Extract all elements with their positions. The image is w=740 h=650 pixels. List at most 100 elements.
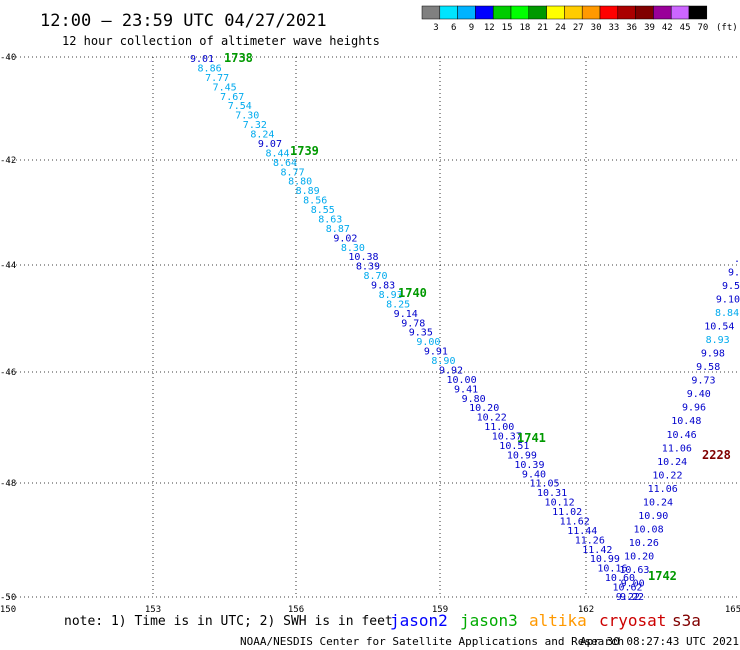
wave-height-value: 9.58 — [696, 362, 720, 373]
wave-height-value: 9.40 — [522, 469, 546, 480]
legend-swatch — [617, 5, 636, 20]
legend-label: 27 — [573, 23, 584, 33]
wave-height-value: 9.40 — [687, 389, 711, 400]
wave-height-value: 9.41 — [454, 384, 478, 395]
wave-height-value: 11.05 — [529, 479, 559, 490]
legend-unit: (ft) — [716, 23, 738, 33]
axis-ticks: -40 -42 -44 -46 -48 -50 150 153 156 159 162 165 — [0, 53, 740, 615]
legend-label: 12 — [484, 23, 495, 33]
wave-height-value: 10.24 — [643, 497, 673, 508]
wave-height-value: 9. — [728, 268, 740, 279]
pass-time-label: 1742 — [648, 569, 677, 583]
wave-height-value: 11.62 — [560, 516, 590, 527]
wave-height-value: 10.62 — [612, 583, 642, 594]
lat-tick-label: -44 — [0, 261, 16, 271]
wave-height-value: 7.30 — [235, 111, 259, 122]
wave-height-value: 10.12 — [545, 498, 575, 509]
wave-height-value: 9.96 — [682, 403, 706, 414]
wave-height-value: 9.5 — [722, 281, 740, 292]
footer-timestamp: Apr 30 08:27:43 UTC 2021 — [580, 635, 739, 648]
wave-height-value: 8.70 — [364, 271, 388, 282]
wave-height-value: . — [734, 254, 740, 265]
wave-height-value: 8.24 — [250, 130, 274, 141]
legend-swatch — [439, 5, 458, 20]
legend-swatch — [670, 5, 690, 20]
legend-label: 9 — [469, 23, 474, 33]
wave-height-value: 8.25 — [386, 299, 410, 310]
lat-lon-grid — [8, 56, 740, 598]
wave-height-value: 9.02 — [333, 233, 357, 244]
legend-label: 15 — [502, 23, 513, 33]
wave-height-value: 11.02 — [552, 507, 582, 518]
wave-height-value: 10.46 — [667, 430, 697, 441]
pass-time-label: 1739 — [290, 144, 319, 158]
wave-height-value: 9.91 — [424, 347, 448, 358]
wave-height-value: 8.90 — [431, 356, 455, 367]
legend-label: 24 — [555, 23, 566, 33]
wave-height-value: 8.77 — [281, 167, 305, 178]
lat-tick-label: -50 — [0, 593, 16, 603]
pass-time-label: 1741 — [517, 431, 546, 445]
wave-height-value: 10.24 — [657, 457, 687, 468]
legend-label: 18 — [519, 23, 530, 33]
wave-height-value: 8.80 — [288, 177, 312, 188]
legend-swatch — [475, 5, 494, 20]
wave-height-value: 9.14 — [394, 309, 418, 320]
wave-height-value: 10.20 — [624, 551, 654, 562]
wave-height-values: 9.018.867.777.457.677.547.307.328.249.07… — [190, 54, 740, 603]
wave-height-value: 8.44 — [265, 148, 289, 159]
wave-height-value: 10.99 — [507, 450, 537, 461]
wave-height-value: 7.77 — [205, 73, 229, 84]
pass-time-label: 1738 — [224, 51, 253, 65]
legend-swatch — [546, 5, 565, 20]
lon-tick-label: 153 — [145, 605, 161, 615]
wave-height-value: 10.22 — [652, 470, 682, 481]
wave-height-value: 10.38 — [348, 252, 378, 263]
pass-time-label: 2228 — [702, 448, 731, 462]
legend-swatch — [581, 5, 601, 20]
legend-swatch — [688, 5, 708, 20]
legend-label: 70 — [697, 23, 708, 33]
lat-tick-label: -46 — [0, 368, 16, 378]
wave-height-value: 10.26 — [629, 538, 659, 549]
legend-label: 45 — [680, 23, 691, 33]
wave-height-value: 7.32 — [243, 120, 267, 131]
chart-subtitle: 12 hour collection of altimeter wave hei… — [62, 34, 380, 48]
wave-height-value: 10.63 — [619, 565, 649, 576]
color-legend: 3 6 9 12 15 18 21 24 27 30 33 36 39 42 45 70 (ft) — [421, 5, 738, 33]
wave-height-value: 7.67 — [220, 92, 244, 103]
wave-height-value: 11.26 — [575, 535, 605, 546]
wave-height-value: 9.00 — [621, 578, 645, 589]
pass-time-label: 1740 — [398, 286, 427, 300]
lon-tick-label: 159 — [432, 605, 448, 615]
wave-height-value: 10.99 — [590, 554, 620, 565]
legend-swatch — [599, 5, 619, 20]
satellite-name: jason2 — [390, 611, 448, 630]
wave-height-value: 9.07 — [258, 139, 282, 150]
lat-tick-label: -48 — [0, 479, 16, 489]
wave-height-value: 11.00 — [484, 422, 514, 433]
legend-label: 30 — [591, 23, 602, 33]
wave-height-value: 10.37 — [492, 432, 522, 443]
legend-swatch — [421, 5, 441, 20]
wave-height-value: 10.31 — [537, 488, 567, 499]
legend-label: 42 — [662, 23, 673, 33]
legend-swatch — [635, 5, 654, 20]
legend-swatch — [510, 5, 530, 20]
satellite-name: cryosat — [599, 611, 666, 630]
wave-height-value: 10.39 — [514, 460, 544, 471]
legend-swatch — [528, 5, 547, 20]
legend-swatch — [564, 5, 583, 20]
wave-height-value: 10.51 — [499, 441, 529, 452]
wave-height-value: 8.89 — [296, 186, 320, 197]
satellite-legend: jason2 jason3 altika cryosat s3a — [390, 611, 701, 630]
wave-height-value: 10.90 — [638, 511, 668, 522]
wave-height-value: 10.22 — [477, 413, 507, 424]
wave-height-value: 10.54 — [704, 322, 734, 333]
wave-height-value: 10.16 — [597, 564, 627, 575]
wave-height-value: 9.00 — [416, 337, 440, 348]
chart-title: 12:00 — 23:59 UTC 04/27/2021 — [40, 11, 327, 31]
lat-tick-label: -40 — [0, 53, 16, 63]
legend-swatch — [492, 5, 512, 20]
